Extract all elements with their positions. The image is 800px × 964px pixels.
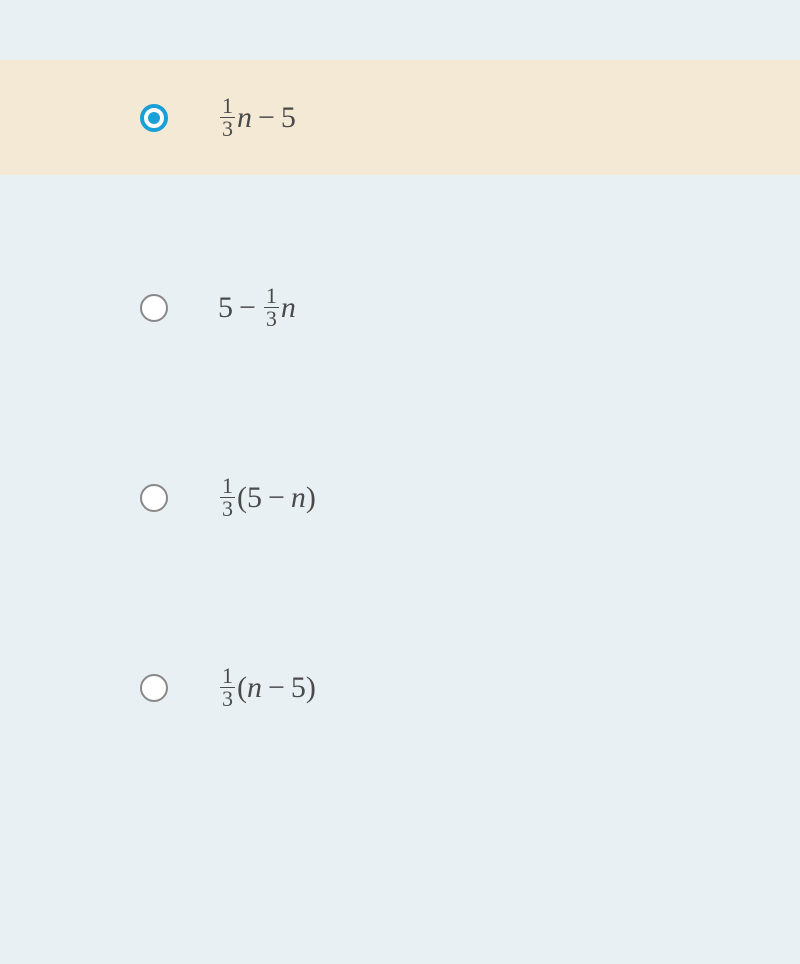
fraction-one-third: 1 3 xyxy=(220,665,235,710)
expression-b: 5 − 1 3 n xyxy=(218,285,296,330)
fraction-one-third: 1 3 xyxy=(220,95,235,140)
option-b-row[interactable]: 5 − 1 3 n xyxy=(0,250,800,365)
radio-option-b[interactable] xyxy=(140,294,168,322)
options-container: 1 3 n − 5 5 − 1 3 n 1 3 ( 5 xyxy=(0,60,800,745)
fraction-one-third: 1 3 xyxy=(220,475,235,520)
radio-option-d[interactable] xyxy=(140,674,168,702)
expression-c: 1 3 ( 5 − n ) xyxy=(218,475,316,520)
expression-d: 1 3 ( n − 5 ) xyxy=(218,665,316,710)
expression-a: 1 3 n − 5 xyxy=(218,95,296,140)
option-a-row[interactable]: 1 3 n − 5 xyxy=(0,60,800,175)
radio-option-a[interactable] xyxy=(140,104,168,132)
option-c-row[interactable]: 1 3 ( 5 − n ) xyxy=(0,440,800,555)
fraction-one-third: 1 3 xyxy=(264,285,279,330)
radio-option-c[interactable] xyxy=(140,484,168,512)
option-d-row[interactable]: 1 3 ( n − 5 ) xyxy=(0,630,800,745)
